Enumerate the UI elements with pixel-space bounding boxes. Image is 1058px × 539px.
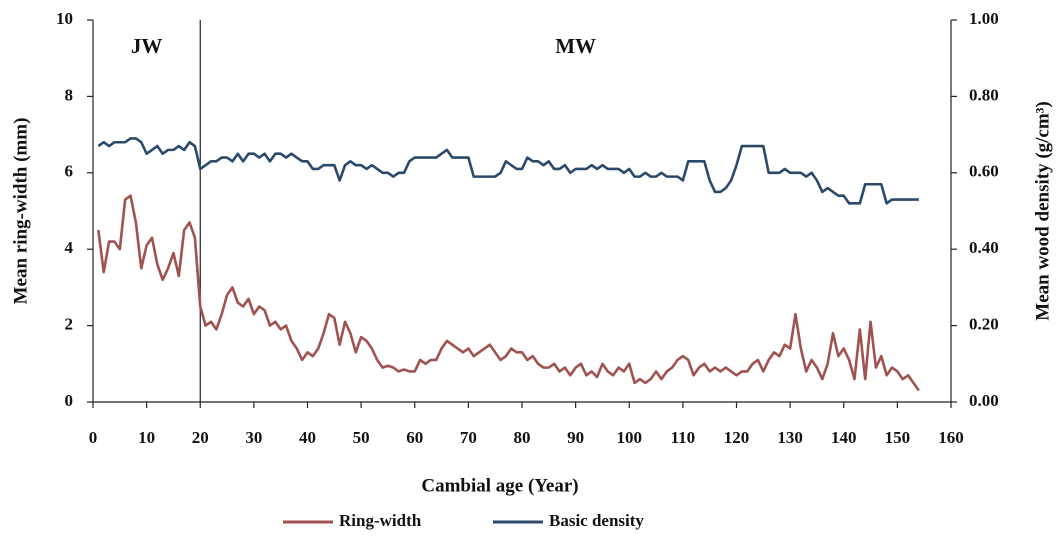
y-tick-label: 4 (65, 238, 74, 257)
x-tick-label: 150 (885, 428, 911, 447)
y2-tick-label: 0.80 (969, 85, 999, 104)
series-line (97, 194, 920, 392)
x-tick-label: 120 (724, 428, 750, 447)
y2-tick-label: 0.20 (969, 315, 999, 334)
x-tick-label: 140 (831, 428, 857, 447)
x-tick-label: 40 (299, 428, 316, 447)
series-line (97, 137, 919, 205)
x-tick-label: 70 (460, 428, 477, 447)
x-tick-label: 160 (938, 428, 964, 447)
y2-tick-label: 0.40 (969, 238, 999, 257)
y2-tick-label: 1.00 (969, 9, 999, 28)
x-tick-label: 60 (406, 428, 423, 447)
x-tick-label: 50 (353, 428, 370, 447)
y-tick-label: 0 (65, 391, 74, 410)
legend-label: Ring-width (339, 511, 422, 530)
y-axis-title: Mean ring-width (mm) (10, 118, 31, 305)
y-tick-label: 2 (65, 315, 74, 334)
x-tick-label: 110 (671, 428, 696, 447)
x-tick-label: 30 (245, 428, 262, 447)
x-tick-label: 80 (514, 428, 531, 447)
x-axis-title: Cambial age (Year) (421, 475, 578, 496)
x-tick-label: 0 (89, 428, 98, 447)
legend-label: Basic density (549, 511, 644, 530)
y2-tick-label: 0.60 (969, 162, 999, 181)
annotation: MW (555, 34, 596, 58)
x-tick-label: 130 (777, 428, 803, 447)
y-tick-label: 6 (65, 162, 74, 181)
x-tick-label: 100 (617, 428, 643, 447)
annotation: JW (131, 34, 163, 58)
x-tick-label: 20 (192, 428, 209, 447)
x-tick-label: 10 (138, 428, 155, 447)
y-tick-label: 10 (56, 9, 73, 28)
y-tick-label: 8 (65, 85, 74, 104)
y2-axis-title: Mean wood density (g/cm³) (1032, 101, 1053, 320)
x-tick-label: 90 (567, 428, 584, 447)
y2-tick-label: 0.00 (969, 391, 999, 410)
